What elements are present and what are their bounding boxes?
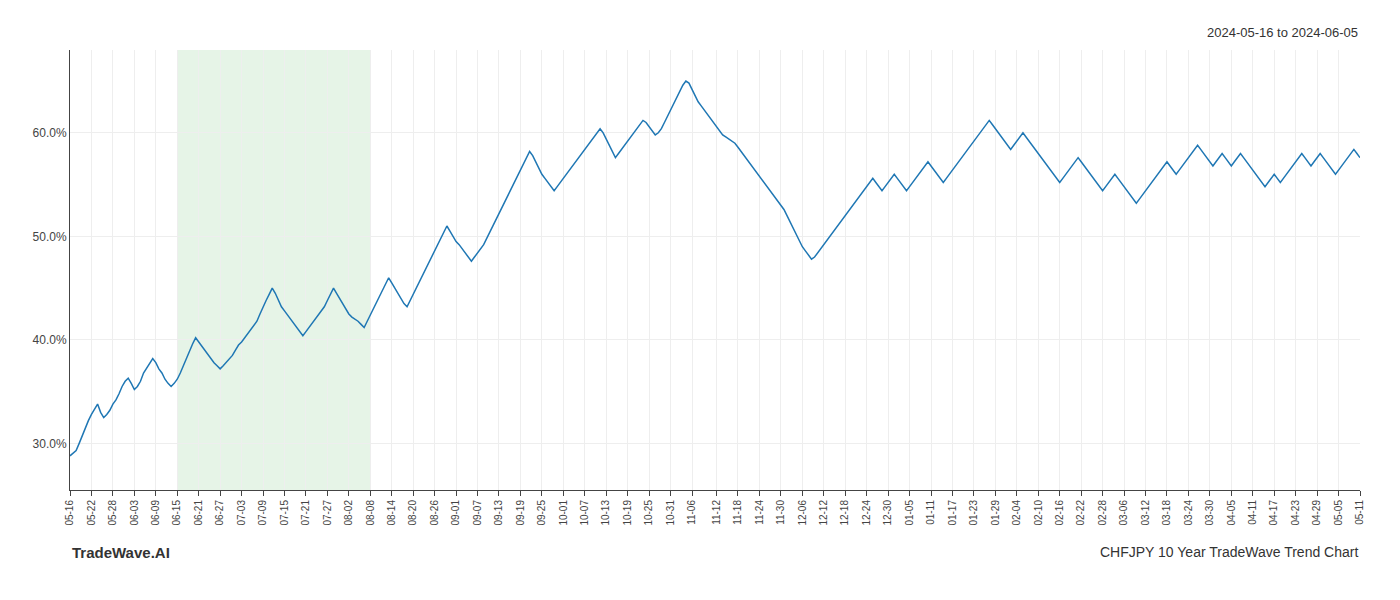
svg-text:02-22: 02-22 <box>1075 500 1086 526</box>
svg-text:02-10: 02-10 <box>1033 500 1044 526</box>
svg-text:11-30: 11-30 <box>775 500 786 525</box>
svg-text:01-29: 01-29 <box>990 500 1001 526</box>
svg-text:03-24: 03-24 <box>1183 500 1194 526</box>
svg-text:04-17: 04-17 <box>1268 500 1279 526</box>
svg-text:12-18: 12-18 <box>839 500 850 526</box>
svg-text:12-30: 12-30 <box>882 500 893 526</box>
svg-text:01-05: 01-05 <box>904 500 915 526</box>
svg-text:06-03: 06-03 <box>129 500 140 526</box>
svg-text:04-23: 04-23 <box>1290 500 1301 526</box>
svg-text:05-11: 05-11 <box>1354 500 1365 525</box>
svg-text:09-13: 09-13 <box>493 500 504 526</box>
svg-text:03-30: 03-30 <box>1204 500 1215 526</box>
svg-text:11-06: 11-06 <box>686 500 697 525</box>
svg-text:10-31: 10-31 <box>665 500 676 526</box>
svg-text:05-22: 05-22 <box>86 500 97 526</box>
svg-text:10-19: 10-19 <box>622 500 633 526</box>
svg-text:40.0%: 40.0% <box>33 333 67 347</box>
svg-text:04-11: 04-11 <box>1247 500 1258 525</box>
svg-text:01-23: 01-23 <box>968 500 979 526</box>
svg-text:11-18: 11-18 <box>732 500 743 525</box>
svg-text:02-04: 02-04 <box>1011 500 1022 526</box>
svg-text:04-29: 04-29 <box>1311 500 1322 526</box>
svg-text:09-19: 09-19 <box>515 500 526 526</box>
svg-text:05-28: 05-28 <box>107 500 118 526</box>
svg-text:50.0%: 50.0% <box>33 230 67 244</box>
svg-text:03-12: 03-12 <box>1140 500 1151 526</box>
svg-text:03-18: 03-18 <box>1161 500 1172 526</box>
svg-text:08-20: 08-20 <box>407 500 418 526</box>
svg-text:TradeWave.AI: TradeWave.AI <box>72 544 170 561</box>
svg-text:02-28: 02-28 <box>1097 500 1108 526</box>
svg-text:03-06: 03-06 <box>1118 500 1129 526</box>
svg-text:10-01: 10-01 <box>558 500 569 526</box>
svg-text:06-15: 06-15 <box>171 500 182 526</box>
svg-text:09-01: 09-01 <box>450 500 461 526</box>
svg-text:10-07: 10-07 <box>579 500 590 526</box>
svg-text:01-11: 01-11 <box>925 500 936 525</box>
svg-text:12-24: 12-24 <box>861 500 872 526</box>
svg-text:05-05: 05-05 <box>1333 500 1344 526</box>
svg-text:2024-05-16 to 2024-06-05: 2024-05-16 to 2024-06-05 <box>1207 25 1358 40</box>
svg-text:09-25: 09-25 <box>536 500 547 526</box>
svg-text:04-05: 04-05 <box>1226 500 1237 526</box>
svg-text:10-25: 10-25 <box>643 500 654 526</box>
svg-text:08-26: 08-26 <box>429 500 440 526</box>
svg-text:08-14: 08-14 <box>386 500 397 526</box>
svg-text:60.0%: 60.0% <box>33 126 67 140</box>
svg-text:06-27: 06-27 <box>214 500 225 526</box>
svg-text:07-15: 07-15 <box>279 500 290 526</box>
svg-text:07-09: 07-09 <box>257 500 268 526</box>
svg-text:07-27: 07-27 <box>322 500 333 526</box>
svg-text:CHFJPY 10 Year TradeWave Trend: CHFJPY 10 Year TradeWave Trend Chart <box>1100 544 1358 560</box>
svg-text:06-09: 06-09 <box>150 500 161 526</box>
svg-text:10-13: 10-13 <box>600 500 611 526</box>
svg-text:05-16: 05-16 <box>64 500 75 526</box>
svg-text:09-07: 09-07 <box>472 500 483 526</box>
svg-text:30.0%: 30.0% <box>33 437 67 451</box>
svg-text:07-21: 07-21 <box>300 500 311 526</box>
svg-text:01-17: 01-17 <box>947 500 958 526</box>
svg-text:02-16: 02-16 <box>1054 500 1065 526</box>
svg-text:07-03: 07-03 <box>236 500 247 526</box>
svg-text:11-12: 11-12 <box>711 500 722 525</box>
svg-text:08-08: 08-08 <box>365 500 376 526</box>
svg-text:06-21: 06-21 <box>193 500 204 526</box>
svg-text:11-24: 11-24 <box>754 500 765 525</box>
svg-text:12-12: 12-12 <box>818 500 829 526</box>
svg-text:08-02: 08-02 <box>343 500 354 526</box>
svg-text:12-06: 12-06 <box>797 500 808 526</box>
